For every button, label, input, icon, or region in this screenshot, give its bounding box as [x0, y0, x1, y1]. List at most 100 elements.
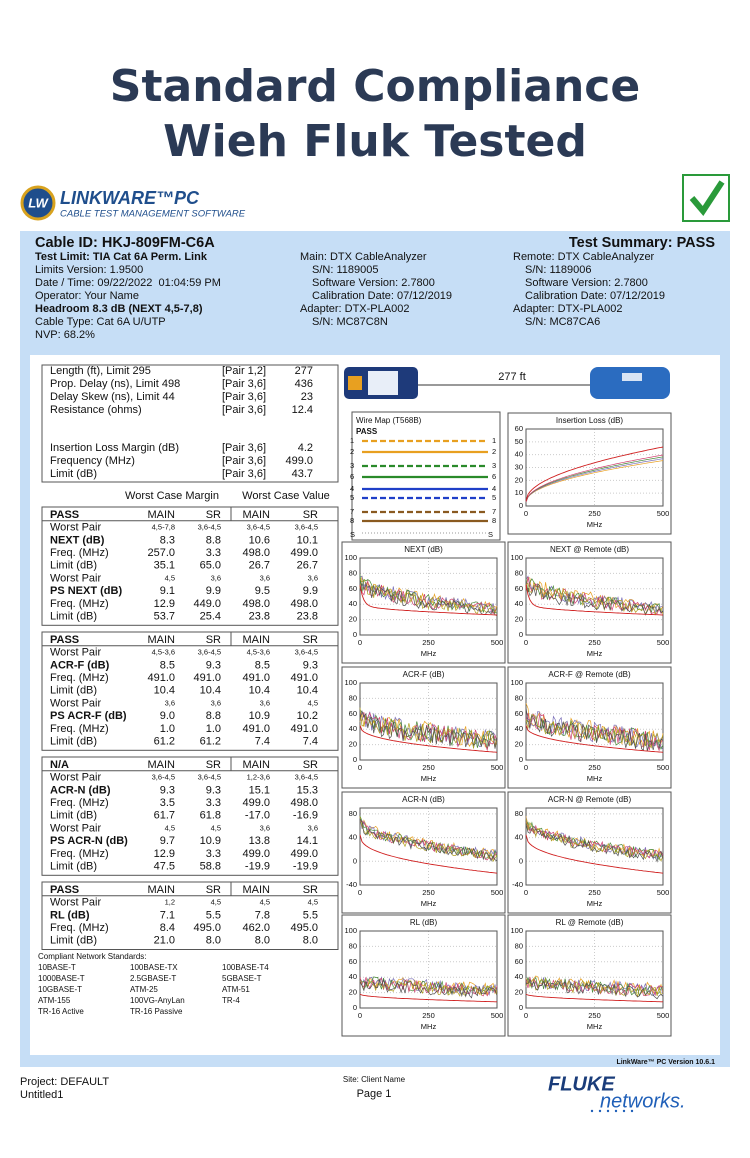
trace	[525, 715, 664, 750]
row-label: PS NEXT (dB)	[50, 585, 122, 597]
row-label: Limit (dB)	[50, 560, 97, 572]
row-label: Freq. (MHz)	[50, 598, 109, 610]
cell: 58.8	[200, 861, 221, 873]
trace	[359, 709, 498, 749]
x-axis-label: MHz	[587, 774, 603, 783]
cell: SR	[303, 634, 318, 646]
cell: 3.3	[206, 797, 221, 809]
standards-heading: Compliant Network Standards:	[38, 952, 147, 961]
device-info: S/N: MC87C8N	[312, 316, 388, 328]
cell: 491.0	[147, 672, 175, 684]
cell: SR	[206, 884, 221, 896]
chart-box	[341, 914, 506, 1037]
device-screen	[368, 371, 398, 395]
x-axis-label: MHz	[587, 649, 603, 658]
row-label: PASS	[50, 884, 79, 896]
row-label: Limit (dB)	[50, 861, 97, 873]
cell: 1,2	[165, 898, 175, 907]
pin-right: 1	[492, 436, 496, 445]
y-tick-label: 50	[515, 437, 523, 446]
logo-badge	[20, 185, 56, 221]
y-tick-label: 40	[515, 724, 523, 733]
cell: SR	[206, 759, 221, 771]
row-label: NEXT (dB)	[50, 534, 105, 546]
limit-line	[525, 584, 664, 616]
row-label: Worst Pair	[50, 572, 101, 584]
length-value: 23	[301, 391, 313, 403]
cell: SR	[206, 509, 221, 521]
y-tick-label: 20	[515, 988, 523, 997]
y-tick-label: 0	[519, 1003, 523, 1012]
cell: 4,5	[308, 898, 318, 907]
limit-line	[359, 725, 498, 753]
cell: 8.8	[206, 534, 221, 546]
limit-line	[359, 584, 498, 616]
cell: MAIN	[243, 509, 271, 521]
cell: 4,5	[211, 823, 221, 832]
x-tick-label: 500	[491, 888, 504, 897]
result-box	[41, 506, 339, 626]
y-tick-label: 80	[349, 809, 357, 818]
file-name: Untitled1	[20, 1089, 63, 1101]
summary-line: Limits Version: 1.9500	[35, 264, 143, 276]
plot-frame	[525, 557, 664, 636]
row-label: Limit (dB)	[50, 810, 97, 822]
device-info: Calibration Date: 07/12/2019	[525, 290, 665, 302]
cell: 3,6	[260, 698, 270, 707]
cell: 3,6	[211, 573, 221, 582]
device-info: S/N: 1189005	[312, 264, 378, 276]
cell: MAIN	[148, 884, 176, 896]
cell: 4,5	[211, 898, 221, 907]
standard: 100BASE-T4	[222, 963, 269, 972]
y-tick-label: 0	[353, 630, 357, 639]
cell: 7.4	[255, 736, 270, 748]
chart-title: RL (dB)	[410, 918, 438, 927]
plot-frame	[359, 807, 498, 886]
cell: SR	[206, 634, 221, 646]
y-tick-label: 40	[349, 833, 357, 842]
trace	[359, 711, 498, 752]
pin-right: 2	[492, 447, 496, 456]
length-pair: [Pair 3,6]	[222, 391, 266, 403]
cell: 9.3	[303, 659, 318, 671]
device-buttons	[348, 376, 362, 390]
trace	[525, 460, 664, 503]
cell: 10.6	[249, 534, 270, 546]
cell: 4,5-3,6	[152, 648, 175, 657]
check-box	[682, 174, 730, 222]
brand-dot	[598, 1109, 602, 1113]
trace	[359, 582, 498, 617]
y-tick-label: 20	[515, 475, 523, 484]
device-info: Main: DTX CableAnalyzer	[300, 251, 427, 263]
summary-line: NVP: 68.2%	[35, 329, 95, 341]
chart-title: NEXT (dB)	[404, 545, 443, 554]
chart-title: Insertion Loss (dB)	[556, 416, 623, 425]
pin-right: 3	[492, 461, 496, 470]
x-tick-label: 250	[588, 638, 601, 647]
x-axis-label: MHz	[421, 899, 437, 908]
x-tick-label: 0	[358, 888, 362, 897]
limit-line	[359, 834, 498, 874]
y-tick-label: 60	[349, 709, 357, 718]
cell: MAIN	[148, 759, 176, 771]
standard: TR-16 Active	[38, 1007, 84, 1016]
standard: 5GBASE-T	[222, 974, 262, 983]
cell: 8.8	[206, 710, 221, 722]
pin-right: 5	[492, 493, 496, 502]
chart-title: ACR-F (dB)	[403, 670, 445, 679]
value-heading: Worst Case Value	[242, 490, 330, 502]
cell: 9.3	[160, 784, 175, 796]
trace	[359, 707, 498, 749]
cell: 3,6-4,5	[152, 773, 175, 782]
x-tick-label: 500	[491, 763, 504, 772]
shield-left: S	[350, 530, 355, 539]
cell: 8.0	[206, 935, 221, 947]
cell: SR	[303, 884, 318, 896]
cell: 47.5	[154, 861, 175, 873]
cell: 1.0	[160, 723, 175, 735]
pin-left: 7	[350, 507, 354, 516]
brand-dot	[590, 1109, 594, 1113]
cell: 9.7	[160, 835, 175, 847]
pin-left: 2	[350, 447, 354, 456]
summary-line: Date / Time: 09/22/2022 01:04:59 PM	[35, 277, 221, 289]
